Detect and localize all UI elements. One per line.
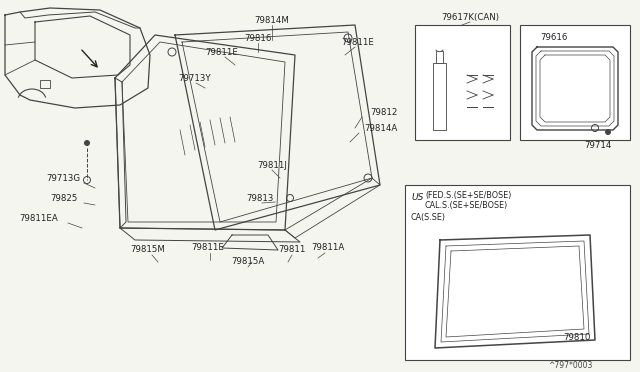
Text: (FED.S.(SE+SE/BOSE): (FED.S.(SE+SE/BOSE) xyxy=(425,190,511,199)
Text: 79617K(CAN): 79617K(CAN) xyxy=(441,13,499,22)
Bar xyxy=(433,63,446,130)
Text: 79811A: 79811A xyxy=(312,244,344,253)
Text: 79825: 79825 xyxy=(51,193,78,202)
Text: US: US xyxy=(411,192,424,202)
Bar xyxy=(520,25,630,140)
Bar xyxy=(415,25,510,140)
Text: 79812: 79812 xyxy=(370,108,397,116)
Bar xyxy=(40,80,50,88)
Text: 79813: 79813 xyxy=(246,193,274,202)
Text: 79713Y: 79713Y xyxy=(179,74,211,83)
Circle shape xyxy=(84,141,90,145)
Text: 79816: 79816 xyxy=(244,33,272,42)
Text: 79616: 79616 xyxy=(540,32,568,42)
Text: 79811E: 79811E xyxy=(191,244,225,253)
Text: 79814M: 79814M xyxy=(255,16,289,25)
Text: 79811E: 79811E xyxy=(205,48,239,57)
Bar xyxy=(405,185,630,360)
Text: 79815A: 79815A xyxy=(232,257,264,266)
Text: 79811J: 79811J xyxy=(257,160,287,170)
Text: 79811: 79811 xyxy=(278,246,306,254)
Text: 79814A: 79814A xyxy=(364,124,397,132)
Text: 79810: 79810 xyxy=(563,334,591,343)
Text: 79811E: 79811E xyxy=(342,38,374,46)
Text: 79713G: 79713G xyxy=(46,173,80,183)
Text: CAL.S.(SE+SE/BOSE): CAL.S.(SE+SE/BOSE) xyxy=(425,201,508,209)
Circle shape xyxy=(605,129,611,135)
Text: 79714: 79714 xyxy=(584,141,612,150)
Text: CA(S.SE): CA(S.SE) xyxy=(411,212,446,221)
Text: 79815M: 79815M xyxy=(131,246,165,254)
Bar xyxy=(436,51,443,63)
Text: ^797*0003: ^797*0003 xyxy=(548,360,593,369)
Text: 79811EA: 79811EA xyxy=(19,214,58,222)
